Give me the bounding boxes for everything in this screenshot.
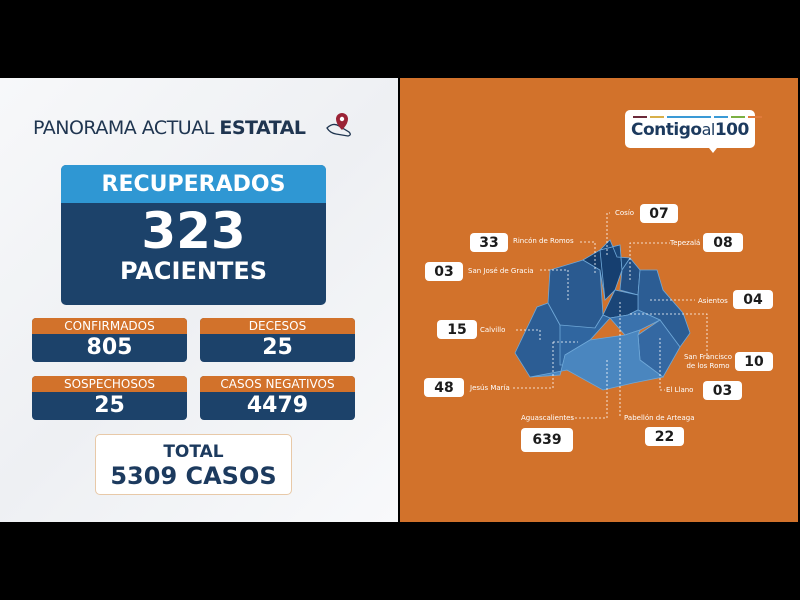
logo-bar [633,116,647,118]
stat-label: CONFIRMADOS [32,318,187,334]
recuperados-value: 323 [141,202,246,260]
logo-color-bars [633,116,762,118]
municipio-cases: 08 [703,233,743,252]
logo-bar [731,116,745,118]
contigo-al-100-logo: Contigoal100 [625,110,762,153]
stat-label: DECESOS [200,318,355,334]
municipio-name: Rincón de Romos [513,237,574,245]
municipio-cases: 03 [425,262,463,281]
municipio-name: El Llano [666,386,694,394]
municipio-name: Aguascalientes [521,414,575,422]
region-aguascalientes [529,329,664,391]
state-map [513,212,708,419]
recuperados-card: RECUPERADOS 323 PACIENTES [61,165,326,305]
municipio-cases: 22 [645,427,684,446]
municipio-cases: 07 [640,204,678,223]
municipio-cases: 10 [735,352,773,371]
stat-card-sospechosos: SOSPECHOSOS 25 [32,376,187,420]
municipio-cases: 33 [470,233,508,252]
stat-card-confirmados: CONFIRMADOS 805 [32,318,187,362]
stat-value: 4479 [246,393,309,418]
municipio-name: Pabellón de Arteaga [624,414,695,422]
total-label: TOTAL [163,442,224,462]
municipio-name: Calvillo [480,326,506,334]
municipio-cases: 03 [703,381,742,400]
municipio-name: San José de Gracia [468,267,534,275]
logo-bar [748,116,762,118]
stat-card-decesos: DECESOS 25 [200,318,355,362]
stat-value: 805 [86,335,133,360]
stat-card-casos-negativos: CASOS NEGATIVOS 4479 [200,376,355,420]
municipio-name: Jesús María [470,384,510,392]
municipio-name: San Francisco de los Romo [683,353,733,370]
municipio-cases: 639 [521,428,573,452]
logo-bar [650,116,664,118]
total-value: 5309 CASOS [110,462,277,490]
municipio-cases: 15 [437,320,477,339]
total-card: TOTAL 5309 CASOS [95,434,292,495]
page-title: PANORAMA ACTUAL ESTATAL [33,117,306,139]
recuperados-unit: PACIENTES [119,257,268,285]
stat-label: CASOS NEGATIVOS [200,376,355,392]
stat-value: 25 [94,393,125,418]
municipio-name: Cosío [615,209,635,217]
stat-value: 25 [262,335,293,360]
logo-bar [714,116,728,118]
logo-bar [667,116,711,118]
stat-label: SOSPECHOSOS [32,376,187,392]
municipio-cases: 04 [733,290,773,309]
municipio-cases: 48 [424,378,464,397]
hand-location-pin-icon [326,113,351,137]
municipio-name: Asientos [698,297,728,305]
municipio-name: Tepezalá [670,239,701,247]
recuperados-label: RECUPERADOS [61,165,326,203]
